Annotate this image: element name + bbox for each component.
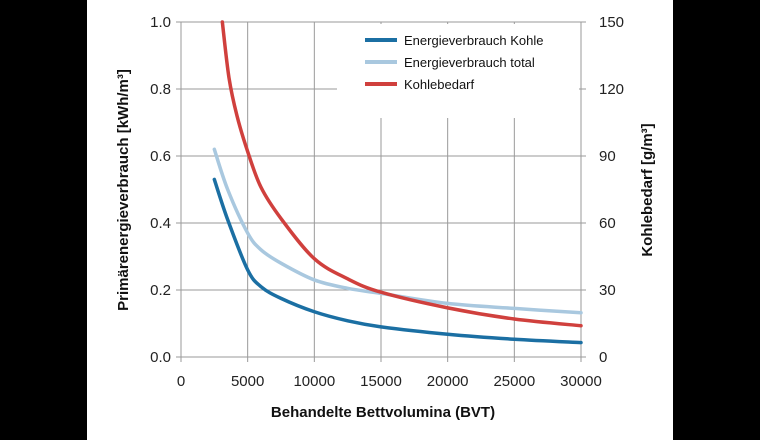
- series-line-energieverbrauch-total: [212, 147, 583, 315]
- x-tick-label: 10000: [293, 373, 335, 390]
- y-tick-label: 0.4: [150, 215, 171, 232]
- y2-tick-label: 0: [599, 349, 607, 366]
- y2-tick-label: 150: [599, 14, 624, 31]
- y2-tick-label: 30: [599, 282, 616, 299]
- legend-label: Energieverbrauch total: [404, 55, 535, 70]
- legend-label: Kohlebedarf: [404, 77, 474, 92]
- y-tick-label: 0.0: [150, 349, 171, 366]
- legend-label: Energieverbrauch Kohle: [404, 33, 543, 48]
- y2-axis-label: Kohlebedarf [g/m³]: [639, 123, 656, 256]
- legend: Energieverbrauch Kohle Energieverbrauch t…: [365, 33, 543, 92]
- y2-tick-label: 120: [599, 81, 624, 98]
- series-line-kohlebedarf: [220, 20, 583, 328]
- x-tick-label: 0: [177, 373, 185, 390]
- y-tick-label: 0.8: [150, 81, 171, 98]
- series-lines: [212, 20, 583, 345]
- x-tick-label: 30000: [560, 373, 602, 390]
- x-tick-label: 25000: [493, 373, 535, 390]
- y-axis-label: Primärenergieverbrauch [kWh/m³]: [115, 69, 132, 311]
- tick-labels: 0 5000 10000 15000 20000 25000 30000 0.0 0.2 0.4 0…: [150, 14, 624, 390]
- x-axis-label: Behandelte Bettvolumina (BVT): [271, 404, 495, 421]
- y2-tick-label: 90: [599, 148, 616, 165]
- x-tick-label: 5000: [231, 373, 264, 390]
- y-tick-label: 0.6: [150, 148, 171, 165]
- series-line-energieverbrauch-kohle: [212, 177, 583, 345]
- grid: [176, 21, 586, 362]
- y2-tick-label: 60: [599, 215, 616, 232]
- x-tick-label: 15000: [360, 373, 402, 390]
- x-tick-label: 20000: [427, 373, 469, 390]
- y-tick-label: 1.0: [150, 14, 171, 31]
- y-tick-label: 0.2: [150, 282, 171, 299]
